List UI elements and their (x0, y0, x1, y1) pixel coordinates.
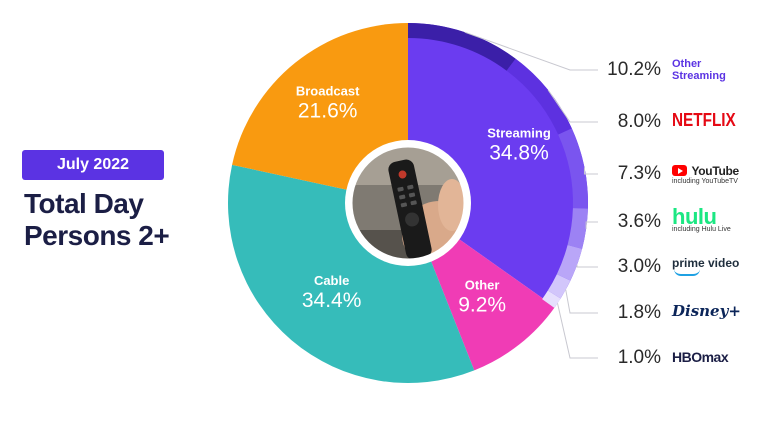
slice-label-other: Other (465, 277, 500, 292)
slice-label-broadcast: Broadcast (296, 83, 360, 98)
legend-value: 10.2% (607, 59, 661, 80)
slice-label-streaming: Streaming (487, 126, 551, 141)
legend-row-disney: 1.8% Disney+ (586, 298, 771, 328)
ring-segment-netflix (506, 58, 572, 135)
period-badge: July 2022 (22, 150, 164, 180)
title-line-1: Total Day (24, 188, 144, 219)
ring-segment-hbo-max (542, 290, 561, 308)
slice-value-other: 9.2% (458, 293, 506, 316)
netflix-logo-text: NETFLIX (672, 110, 736, 130)
prime-video-logo-text: prime video (672, 256, 740, 270)
leader-line (547, 89, 598, 123)
slice-label-cable: Cable (314, 273, 349, 288)
slice-value-streaming: 34.8% (489, 142, 549, 165)
ring-segment-disney- (547, 274, 571, 299)
legend-value: 1.8% (617, 302, 661, 323)
leader-line (583, 167, 598, 175)
legend-row-hbo-max: 1.0% HBOmax (586, 343, 771, 373)
hbo-max-logo-text: HBOmax (672, 349, 729, 365)
legend-value: 8.0% (617, 111, 661, 132)
legend-value: 7.3% (617, 163, 661, 184)
youtube-play-icon (672, 165, 687, 177)
youtube-logo-text: YouTube (691, 163, 739, 178)
page-title: Total Day Persons 2+ (24, 188, 224, 252)
legend-row-youtube: 7.3% YouTube including YouTubeTV (586, 159, 771, 189)
prime-smile-icon (674, 269, 700, 276)
other-streaming-line2: Streaming (672, 70, 726, 82)
hulu-logo-text: hulu (672, 204, 717, 229)
ring-segment-hulu (567, 208, 588, 249)
hulu-note: including Hulu Live (672, 226, 731, 233)
leader-line (565, 289, 598, 314)
leader-line (576, 265, 598, 268)
legend-value: 3.6% (617, 211, 661, 232)
streaming-breakdown-ring (408, 23, 588, 308)
legend-value: 1.0% (617, 347, 661, 368)
legend-row-other-streaming: 10.2% Other Streaming (586, 55, 771, 85)
legend-row-prime-video: 3.0% prime video (586, 252, 771, 282)
leader-line (557, 303, 598, 359)
leader-line (585, 221, 598, 229)
youtube-note: including YouTubeTV (672, 178, 738, 185)
disney-plus-logo-text: Disney+ (672, 302, 741, 320)
ring-segment-other-streaming (408, 23, 516, 71)
title-line-2: Persons 2+ (24, 220, 170, 251)
leader-line (464, 31, 598, 71)
tv-remote-icon (388, 159, 432, 259)
legend-row-hulu: 3.6% hulu including Hulu Live (586, 204, 771, 237)
ring-segment-youtube (558, 128, 588, 209)
slice-value-cable: 34.4% (302, 289, 362, 312)
ring-segment-prime-video (556, 245, 583, 281)
legend-row-netflix: 8.0% NETFLIX (586, 107, 771, 137)
slice-value-broadcast: 21.6% (298, 99, 358, 122)
leader-lines (464, 31, 598, 359)
legend-value: 3.0% (617, 256, 661, 277)
other-streaming-line1: Other (672, 58, 702, 70)
